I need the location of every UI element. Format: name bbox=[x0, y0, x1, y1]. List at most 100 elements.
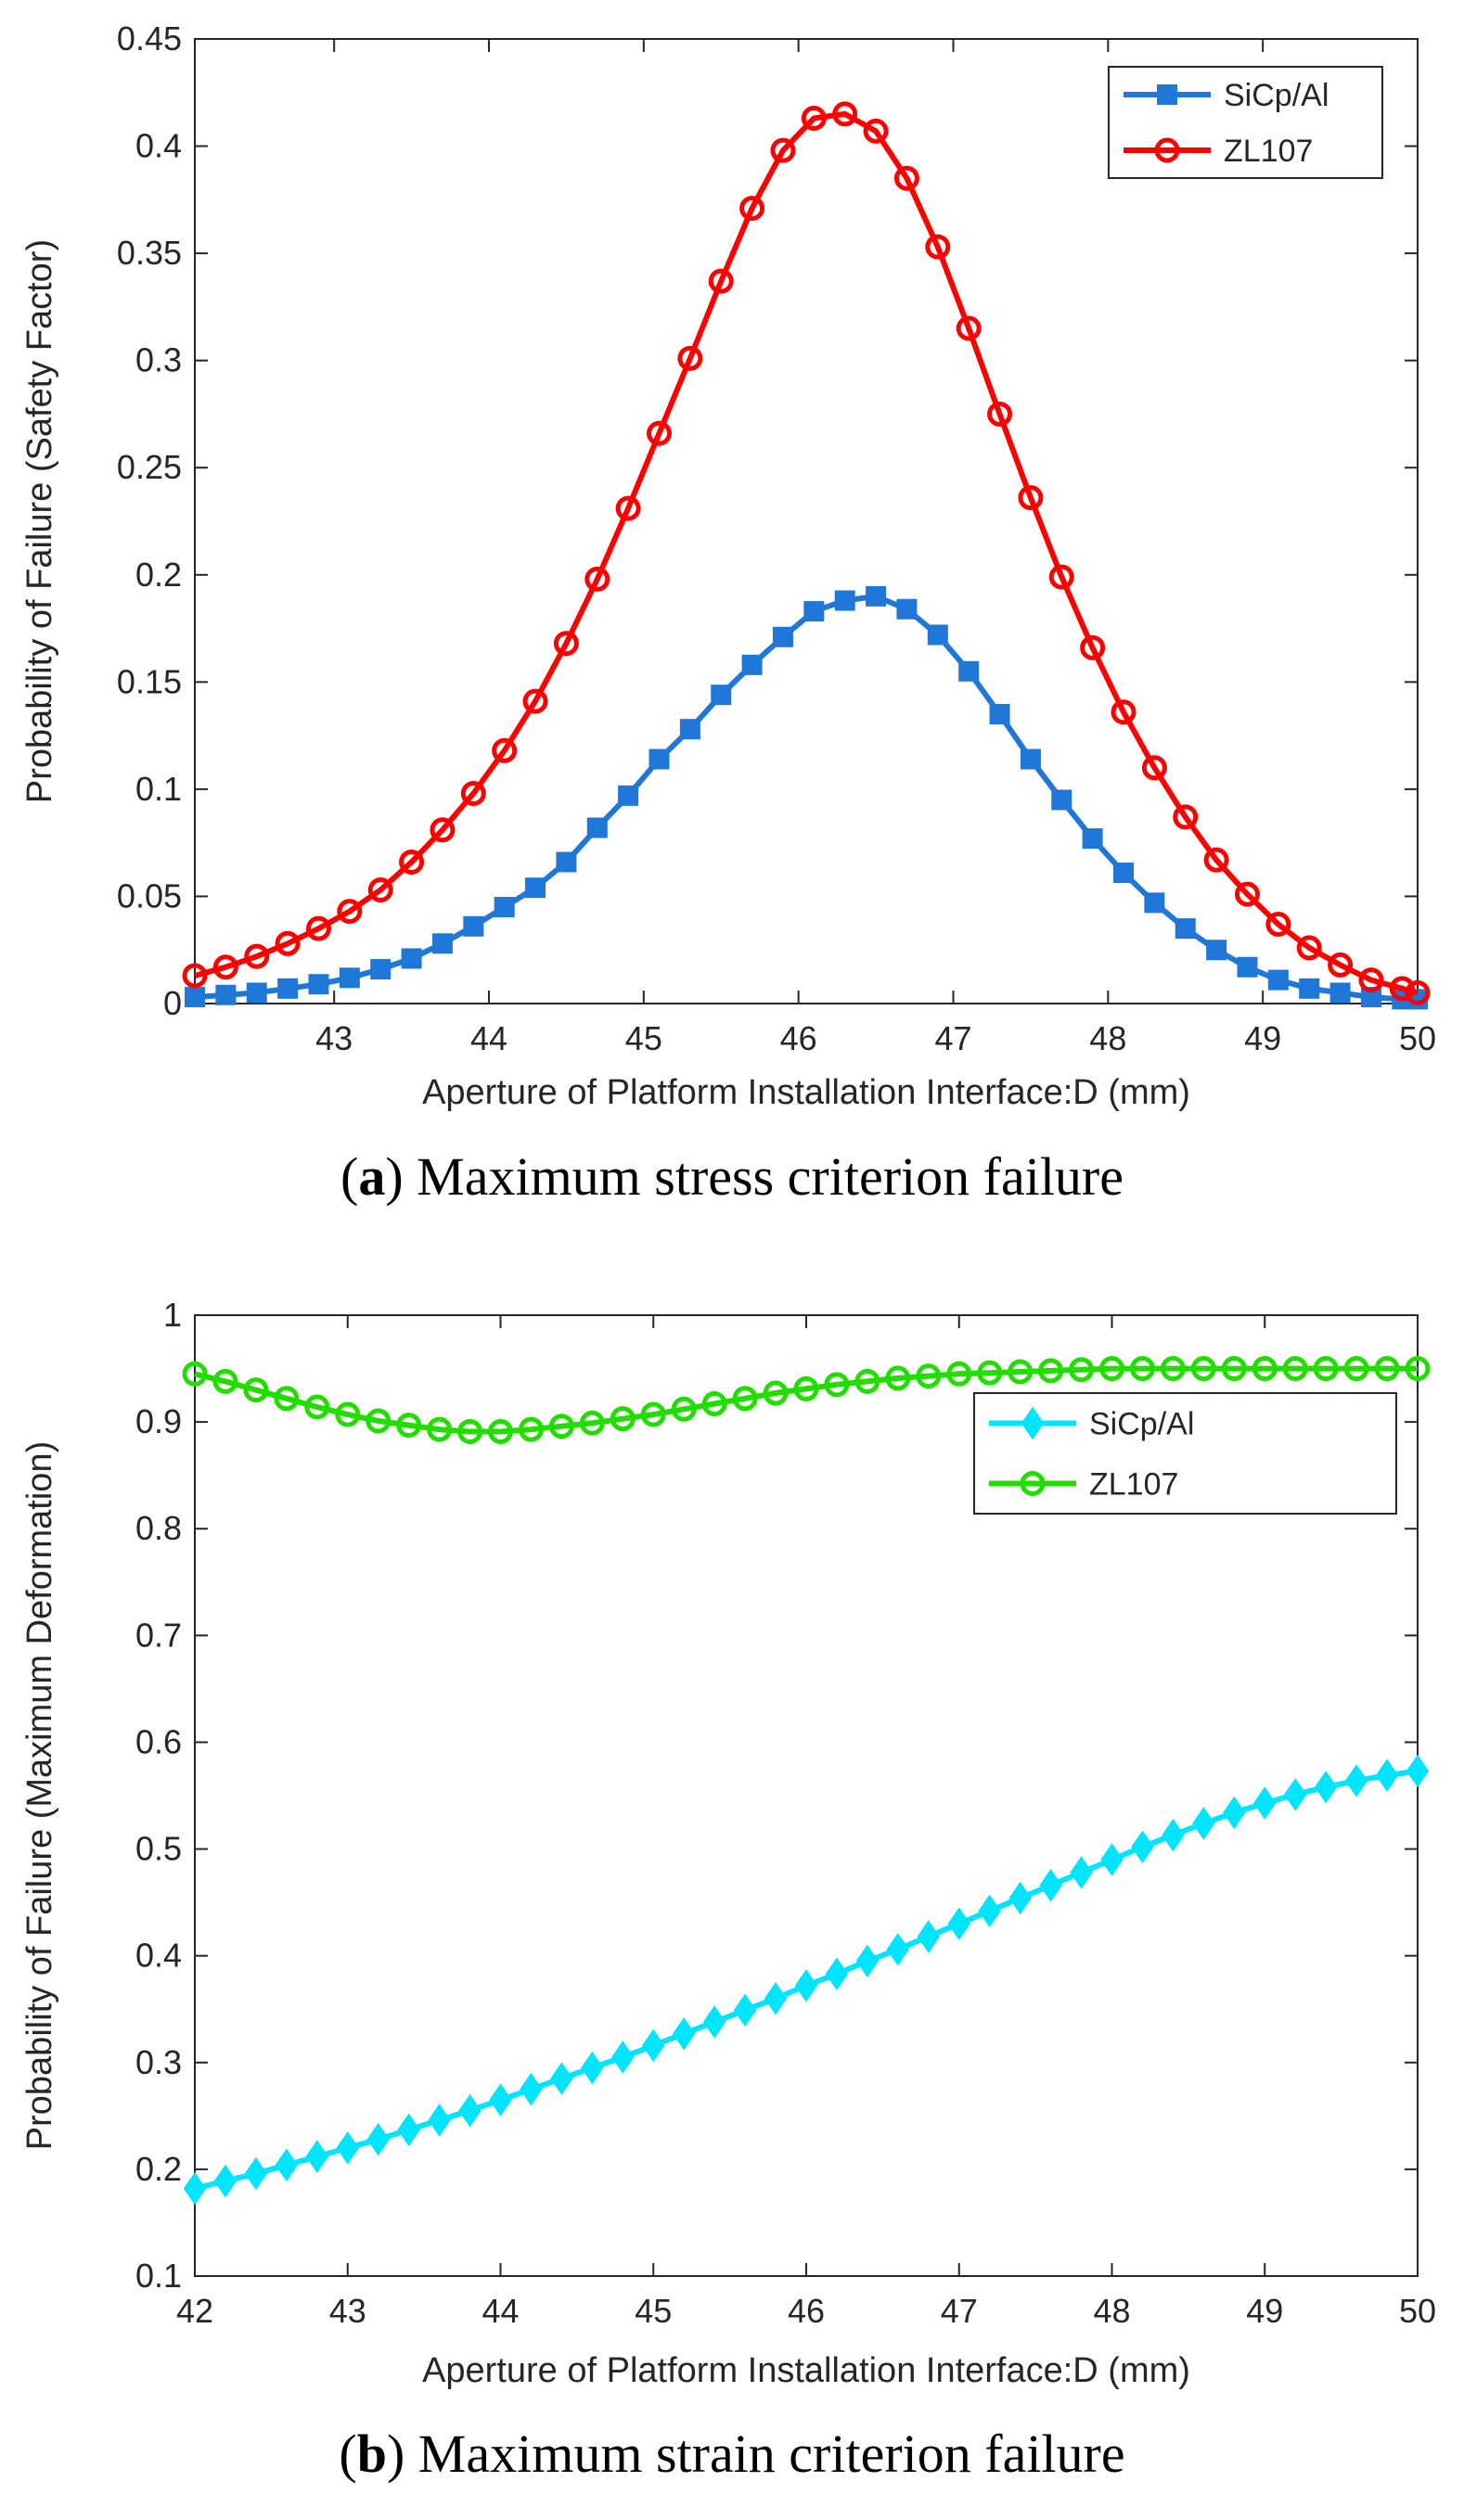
data-point-b-0 bbox=[1406, 1754, 1430, 1788]
chart-panel-b: 42 43 44 45 46 47 48 49 50 0.1 0.2 0.3 0.4 0.5 0.6 0.7 0… bbox=[20, 1296, 1436, 2484]
data-point-a-1 bbox=[832, 101, 858, 127]
data-point-b-1 bbox=[182, 1361, 208, 1387]
x-tick-label-b: 44 bbox=[482, 2292, 519, 2330]
data-point-a-1 bbox=[337, 899, 363, 925]
data-point-a-1 bbox=[1296, 935, 1322, 961]
x-tick-label-b: 47 bbox=[941, 2292, 978, 2330]
data-point-a-0 bbox=[772, 626, 793, 647]
data-point-a-1 bbox=[1141, 755, 1167, 781]
data-point-b-0 bbox=[1314, 1771, 1338, 1804]
data-point-b-1 bbox=[946, 1361, 972, 1387]
data-point-b-0 bbox=[1192, 1807, 1215, 1840]
data-point-a-1 bbox=[1389, 976, 1415, 1002]
data-point-b-1 bbox=[793, 1375, 819, 1401]
data-point-b-1 bbox=[610, 1406, 636, 1432]
data-point-a-1 bbox=[677, 345, 703, 371]
data-point-a-1 bbox=[460, 781, 486, 807]
data-point-b-1 bbox=[212, 1368, 238, 1394]
data-point-b-1 bbox=[1374, 1356, 1400, 1382]
data-point-b-0 bbox=[733, 1993, 757, 2028]
data-point-b-1 bbox=[701, 1391, 727, 1417]
data-point-a-1 bbox=[182, 963, 208, 989]
data-point-b-0 bbox=[947, 1907, 970, 1940]
data-point-b-0 bbox=[550, 2062, 573, 2095]
y-tick-label-b: 0.4 bbox=[135, 1937, 182, 1975]
data-point-a-1 bbox=[615, 495, 641, 521]
x-tick-label-a: 48 bbox=[1089, 1019, 1126, 1057]
x-tick-label-b: 50 bbox=[1399, 2292, 1436, 2330]
legend-a: SiCp/Al ZL107 bbox=[1108, 66, 1383, 179]
data-point-b-1 bbox=[763, 1380, 789, 1406]
data-point-b-0 bbox=[336, 2131, 359, 2165]
data-point-a-1 bbox=[1328, 952, 1354, 978]
x-tick-label-b: 42 bbox=[176, 2292, 213, 2330]
data-point-b-1 bbox=[335, 1401, 361, 1427]
y-tick-label-b: 1 bbox=[163, 1296, 182, 1334]
y-tick-label-a: 0.45 bbox=[117, 19, 182, 58]
data-point-b-0 bbox=[244, 2156, 268, 2191]
data-point-b-0 bbox=[1375, 1759, 1399, 1792]
data-point-a-0 bbox=[1020, 748, 1041, 770]
data-point-a-0 bbox=[1051, 789, 1072, 811]
legend-b: SiCp/Al ZL107 bbox=[973, 1392, 1397, 1515]
legend-swatch-marker-a-0 bbox=[1157, 84, 1177, 105]
data-point-a-0 bbox=[431, 933, 453, 954]
data-point-a-0 bbox=[1329, 982, 1351, 1004]
data-point-a-0 bbox=[277, 978, 299, 999]
data-point-a-0 bbox=[1144, 892, 1165, 914]
data-point-b-1 bbox=[1129, 1356, 1155, 1382]
y-tick-label-b: 0.8 bbox=[135, 1509, 182, 1547]
data-point-b-1 bbox=[1069, 1357, 1095, 1383]
data-point-a-0 bbox=[494, 897, 515, 917]
data-point-a-1 bbox=[1234, 881, 1260, 907]
data-point-a-1 bbox=[987, 401, 1013, 427]
data-point-a-0 bbox=[215, 984, 237, 1005]
legend-box-a bbox=[1108, 66, 1383, 179]
data-point-a-1 bbox=[492, 737, 518, 763]
data-point-b-0 bbox=[1283, 1778, 1307, 1811]
data-point-b-0 bbox=[1344, 1764, 1368, 1797]
data-point-b-0 bbox=[213, 2164, 238, 2198]
data-point-b-1 bbox=[1313, 1356, 1339, 1382]
data-point-b-1 bbox=[1252, 1356, 1278, 1382]
caption-paren-open: ( bbox=[340, 1146, 358, 1207]
data-point-b-0 bbox=[794, 1969, 818, 2002]
data-point-b-1 bbox=[671, 1396, 697, 1422]
x-tick-label-a: 44 bbox=[470, 1019, 507, 1057]
data-point-a-0 bbox=[618, 785, 639, 806]
data-point-b-0 bbox=[672, 2016, 696, 2051]
data-point-a-1 bbox=[1358, 967, 1384, 993]
y-tick-label-b: 0.6 bbox=[135, 1722, 182, 1760]
data-point-a-0 bbox=[339, 967, 360, 989]
data-point-a-0 bbox=[679, 719, 700, 740]
data-point-a-1 bbox=[1048, 564, 1074, 590]
data-point-a-1 bbox=[1173, 804, 1199, 830]
data-point-a-1 bbox=[275, 930, 301, 956]
data-point-a-0 bbox=[308, 974, 329, 995]
series-b-zl107 bbox=[182, 1356, 1431, 1444]
x-tick-label-b: 49 bbox=[1246, 2292, 1283, 2330]
x-tick-label-a: 46 bbox=[780, 1019, 817, 1057]
caption-text: ) Maximum strain criterion failure bbox=[387, 2424, 1125, 2484]
data-point-a-0 bbox=[586, 817, 608, 838]
data-point-a-1 bbox=[863, 118, 889, 144]
data-point-a-0 bbox=[834, 590, 855, 611]
data-point-b-0 bbox=[397, 2113, 420, 2147]
data-point-a-1 bbox=[647, 420, 673, 446]
x-tick-label-b: 45 bbox=[635, 2292, 672, 2330]
caption-text: ) Maximum stress criterion failure bbox=[385, 1146, 1124, 1207]
data-point-b-0 bbox=[764, 1981, 788, 2015]
caption-paren-open: ( bbox=[339, 2424, 356, 2484]
series-line-a-1 bbox=[194, 110, 1419, 996]
y-tick-label-a: 0.05 bbox=[117, 876, 182, 915]
data-point-b-1 bbox=[916, 1363, 942, 1389]
data-point-a-0 bbox=[711, 684, 732, 706]
y-axis-label-b: Probability of Failure (Maximum Deformat… bbox=[20, 1441, 59, 2150]
y-tick-label-b: 0.7 bbox=[135, 1616, 182, 1654]
y-tick-label-a: 0.3 bbox=[135, 341, 182, 379]
data-point-b-1 bbox=[1160, 1356, 1186, 1382]
data-point-b-0 bbox=[1253, 1786, 1277, 1820]
x-tick-label-a: 47 bbox=[934, 1019, 971, 1057]
data-point-a-0 bbox=[185, 987, 205, 1008]
